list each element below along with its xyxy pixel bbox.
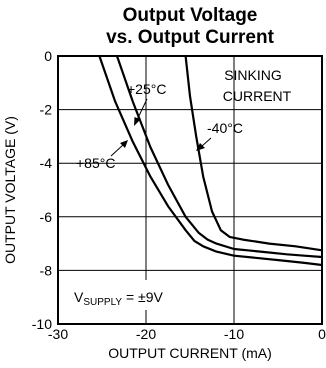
y-tick-label: -4 <box>40 155 53 171</box>
series-line-0 <box>98 54 324 267</box>
arrow-plus85 <box>120 140 128 148</box>
chart-title-line2: vs. Output Current <box>106 27 275 48</box>
y-tick-label: -6 <box>40 209 53 225</box>
x-axis-label: OUTPUT CURRENT (mA) <box>108 345 272 361</box>
series-line-1 <box>115 54 324 259</box>
x-tick-label: 0 <box>318 326 326 342</box>
supply-label-bg <box>66 280 166 310</box>
tick-labels: -30 -20 -10 0 0 -2 -4 -6 -8 -10 <box>32 48 326 342</box>
supply-label-main: V <box>74 289 84 305</box>
plot-frame <box>57 55 323 325</box>
series-lines <box>98 54 324 267</box>
y-tick-label: 0 <box>44 48 52 64</box>
leader-plus85 <box>110 144 124 157</box>
x-tick-label: -20 <box>136 326 156 342</box>
leader-minus40 <box>201 137 212 147</box>
leader-plus25 <box>136 98 148 121</box>
y-tick-label: -2 <box>40 102 53 118</box>
y-tick-label: -8 <box>40 262 53 278</box>
label-sinking-2: CURRENT <box>223 88 292 104</box>
label-minus40: -40°C <box>207 120 243 136</box>
label-plus85: +85°C <box>76 155 115 171</box>
supply-label-sub: SUPPLY <box>83 297 122 308</box>
arrow-plus25 <box>134 117 141 126</box>
supply-label-value: = ±9V <box>122 289 163 305</box>
chart-title-line1: Output Voltage <box>123 5 258 26</box>
series-line-2 <box>184 54 324 252</box>
y-tick-label: -10 <box>32 316 52 332</box>
arrow-minus40 <box>196 143 205 151</box>
x-tick-label: -30 <box>48 326 68 342</box>
y-axis-label: OUTPUT VOLTAGE (V) <box>2 116 18 264</box>
supply-label: VSUPPLY = ±9V <box>74 289 164 308</box>
label-sinking-1: SINKING <box>224 67 282 83</box>
label-plus25: +25°C <box>127 81 166 97</box>
x-tick-label: -10 <box>224 326 244 342</box>
